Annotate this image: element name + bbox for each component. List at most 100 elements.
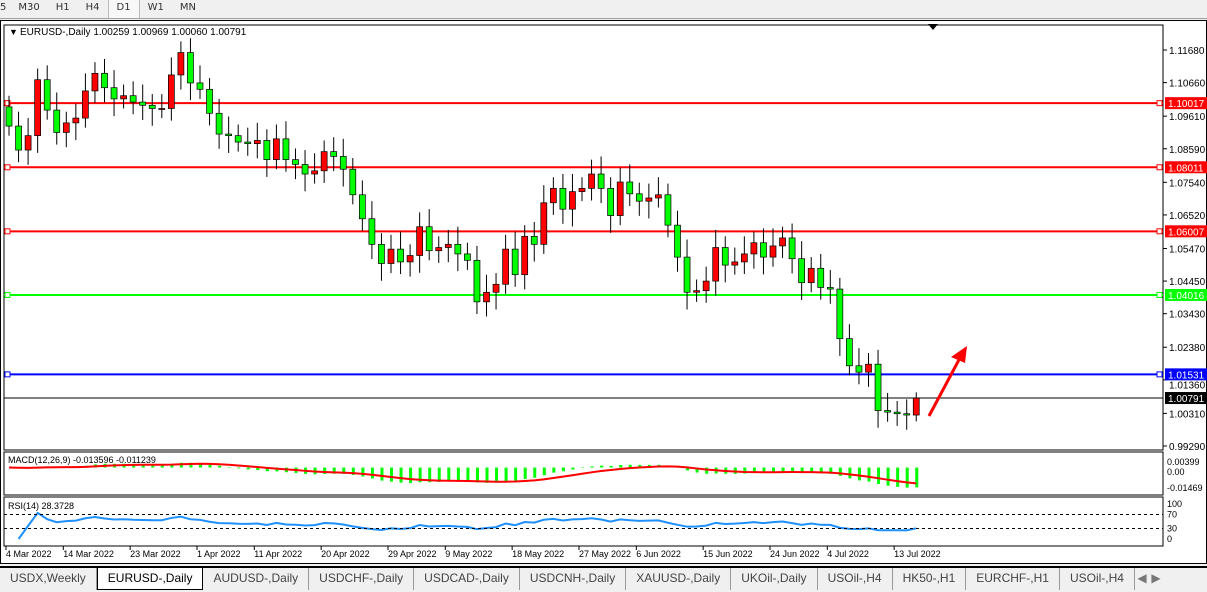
candle	[607, 177, 615, 233]
candle-body	[387, 248, 395, 264]
candle-body	[82, 90, 89, 119]
candle-body	[664, 194, 672, 226]
macd-bar	[265, 467, 269, 472]
tab-xauusd-daily[interactable]: XAUUSD-,Daily	[626, 568, 732, 590]
candle	[530, 221, 538, 262]
macd-bar	[781, 467, 785, 472]
tab-hk50-h1[interactable]: HK50-,H1	[893, 568, 967, 590]
y-tick-label: 1.00310	[1169, 409, 1206, 420]
macd-bar	[141, 464, 145, 468]
timeframe-w1[interactable]: W1	[147, 2, 164, 13]
chart-tabs: USDX,Weekly EURUSD-,Daily AUDUSD-,Daily USD…	[0, 566, 1207, 592]
candle-body	[139, 101, 147, 106]
tabs-scroll-right-icon[interactable]: ▶	[1151, 571, 1161, 585]
tab-ukoil-daily[interactable]: UKOil-,Daily	[731, 568, 818, 590]
hline-handle	[1156, 164, 1163, 171]
x-tick-label: 4 Jul 2022	[827, 549, 869, 559]
candle-body	[788, 237, 796, 260]
candle	[435, 236, 443, 263]
tab-usdchf-daily[interactable]: USDCHF-,Daily	[309, 568, 415, 590]
candle	[129, 81, 137, 115]
candle-body	[215, 112, 223, 135]
candle-body	[798, 258, 806, 284]
chart-window[interactable]: ▼ EURUSD-,Daily 1.00259 1.00969 1.00060 1…	[0, 20, 1207, 564]
candle-body	[511, 248, 519, 276]
candle	[110, 70, 118, 117]
candle	[511, 231, 519, 287]
candle-body	[120, 95, 127, 100]
timeframe-mn[interactable]: MN	[179, 2, 196, 13]
tab-eurchf-h1[interactable]: EURCHF-,H1	[966, 568, 1060, 590]
tab-usdcad-daily[interactable]: USDCAD-,Daily	[414, 568, 520, 590]
tab-usdcnh-daily[interactable]: USDCNH-,Daily	[520, 568, 627, 590]
candle	[473, 245, 481, 314]
candle	[502, 234, 509, 294]
candle-body	[454, 243, 462, 255]
price-label: 1.00791	[1168, 394, 1205, 405]
candle-body	[187, 52, 194, 84]
macd-title: MACD(12,26,9) -0.013596 -0.011239	[8, 455, 156, 465]
timeframe-h4[interactable]: H4	[85, 2, 100, 13]
timeframe-d1[interactable]: D1	[107, 0, 140, 18]
candle	[43, 65, 51, 120]
y-tick-label: 0.99290	[1169, 442, 1206, 453]
tab-usoil-h4[interactable]: USOil-,H4	[818, 568, 893, 590]
collapse-icon: ▼	[9, 27, 18, 37]
hline-handle	[4, 100, 11, 107]
hline-handle	[1156, 291, 1163, 298]
tabs-scroll-left-icon[interactable]: ◀	[1137, 571, 1147, 585]
candle	[444, 229, 452, 263]
candle	[320, 140, 328, 183]
macd-bar	[600, 465, 604, 468]
candle	[893, 400, 901, 426]
candle	[301, 150, 309, 192]
hline-handle	[4, 164, 11, 171]
candle-body	[626, 181, 634, 195]
candle-body	[368, 218, 376, 245]
candle	[273, 124, 280, 170]
candle-body	[263, 140, 271, 160]
macd-bar	[848, 467, 852, 479]
macd-bar	[447, 467, 451, 482]
rsi-tick-label: 30	[1167, 524, 1177, 534]
tab-audusd-daily[interactable]: AUDUSD-,Daily	[203, 568, 310, 590]
timeframe-5[interactable]: 5	[0, 2, 7, 13]
candle	[5, 95, 13, 136]
candle-body	[53, 109, 61, 133]
candle-body	[865, 363, 872, 373]
tab-eurusd-daily[interactable]: EURUSD-,Daily	[96, 568, 204, 590]
timeframe-m30[interactable]: M30	[18, 2, 40, 13]
macd-bar	[695, 467, 699, 473]
hline-handle	[4, 291, 11, 298]
macd-bar	[752, 467, 756, 473]
candle	[750, 231, 758, 269]
macd-bar	[351, 467, 355, 475]
tab-usdx-weekly[interactable]: USDX,Weekly	[0, 568, 97, 590]
timeframe-h1[interactable]: H1	[55, 2, 70, 13]
candle-body	[330, 151, 338, 157]
main-chart-frame	[3, 24, 1164, 451]
candle	[855, 348, 863, 385]
x-tick-label: 1 Apr 2022	[197, 549, 241, 559]
macd-bar	[628, 464, 632, 468]
candle-body	[712, 247, 720, 282]
candle-body	[196, 82, 204, 90]
price-label-bg	[1165, 161, 1207, 174]
candle-body	[607, 188, 615, 216]
macd-bar	[762, 467, 766, 473]
price-label-bg	[1165, 97, 1207, 110]
candle	[721, 236, 729, 283]
tab-usoil-h4[interactable]: USOil-,H4	[1060, 568, 1135, 590]
candle	[578, 177, 586, 202]
macd-bar	[638, 464, 642, 468]
candle-body	[807, 267, 815, 284]
candle-body	[168, 74, 175, 109]
candle-body	[416, 226, 423, 256]
candle-body	[645, 197, 653, 202]
chart-canvas[interactable]: ▼ EURUSD-,Daily 1.00259 1.00969 1.00060 1…	[1, 21, 1207, 565]
candle	[253, 122, 261, 159]
macd-bar	[791, 467, 795, 472]
candle-body	[158, 108, 166, 110]
price-label: 1.08011	[1168, 163, 1204, 174]
candle	[588, 159, 595, 201]
